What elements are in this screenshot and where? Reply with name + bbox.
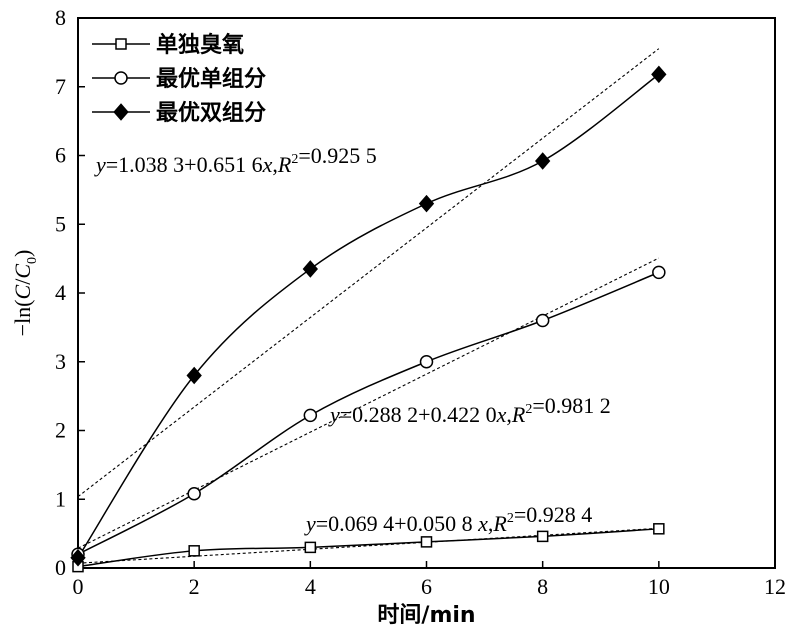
y-tick-label: 0	[55, 555, 66, 580]
data-point	[303, 408, 318, 423]
fit-equation: y=0.288 2+0.422 0x,R2=0.981 2	[328, 393, 611, 427]
axis-titles: 时间/min −ln(C/C0)	[10, 250, 476, 628]
y-tick-label: 5	[55, 211, 66, 236]
data-point	[186, 366, 202, 385]
fit-lines	[77, 48, 660, 564]
legend-label: 最优双组分	[156, 100, 266, 126]
data-point	[652, 265, 666, 280]
fit-line	[77, 257, 660, 549]
data-point	[419, 355, 434, 369]
data-point	[535, 313, 550, 328]
data-point	[304, 541, 317, 554]
legend-marker	[113, 103, 129, 121]
trend-curve	[77, 73, 660, 559]
legend-marker	[115, 38, 127, 50]
data-point	[651, 65, 667, 84]
data-point	[302, 260, 318, 278]
equations: y=0.069 4+0.050 8 x,R2=0.928 4 y=0.288 2+…	[94, 143, 611, 536]
trend-curve	[77, 271, 660, 555]
data-point	[653, 523, 665, 535]
data-point	[536, 530, 549, 543]
y-tick-label: 2	[55, 418, 66, 443]
fit-equation: y=1.038 3+0.651 6x,R2=0.925 5	[94, 143, 377, 177]
fit-line	[77, 527, 659, 564]
data-points	[70, 65, 667, 573]
series-points	[70, 65, 667, 567]
x-tick-label: 10	[648, 574, 670, 599]
legend-label: 最优单组分	[156, 66, 266, 92]
x-tick-label: 4	[305, 574, 316, 599]
y-tick-label: 3	[55, 349, 66, 374]
legend-label: 单独臭氧	[156, 32, 244, 58]
data-point	[420, 536, 433, 548]
y-tick-label: 6	[55, 143, 66, 168]
fit-line	[77, 48, 660, 498]
y-tick-label: 7	[55, 74, 66, 99]
y-axis-title: −ln(C/C0)	[10, 250, 40, 337]
data-point	[188, 545, 200, 557]
x-axis-title: 时间/min	[377, 603, 475, 628]
fit-equation: y=0.069 4+0.050 8 x,R2=0.928 4	[304, 502, 592, 536]
data-point	[535, 152, 551, 170]
legend-marker	[114, 71, 128, 85]
trend-curve	[77, 528, 659, 568]
trend-curves	[77, 73, 660, 568]
series-points	[72, 523, 665, 573]
x-tick-label: 2	[189, 574, 200, 599]
x-tick-label: 6	[421, 574, 432, 599]
y-tick-label: 8	[55, 5, 66, 30]
x-tick-label: 12	[764, 574, 786, 599]
data-point	[418, 194, 435, 213]
y-tick-label: 1	[55, 486, 66, 511]
x-tick-label: 0	[73, 574, 84, 599]
data-point	[187, 487, 201, 501]
data-point	[70, 548, 86, 567]
x-tick-label: 8	[537, 574, 548, 599]
y-tick-label: 4	[55, 280, 66, 305]
